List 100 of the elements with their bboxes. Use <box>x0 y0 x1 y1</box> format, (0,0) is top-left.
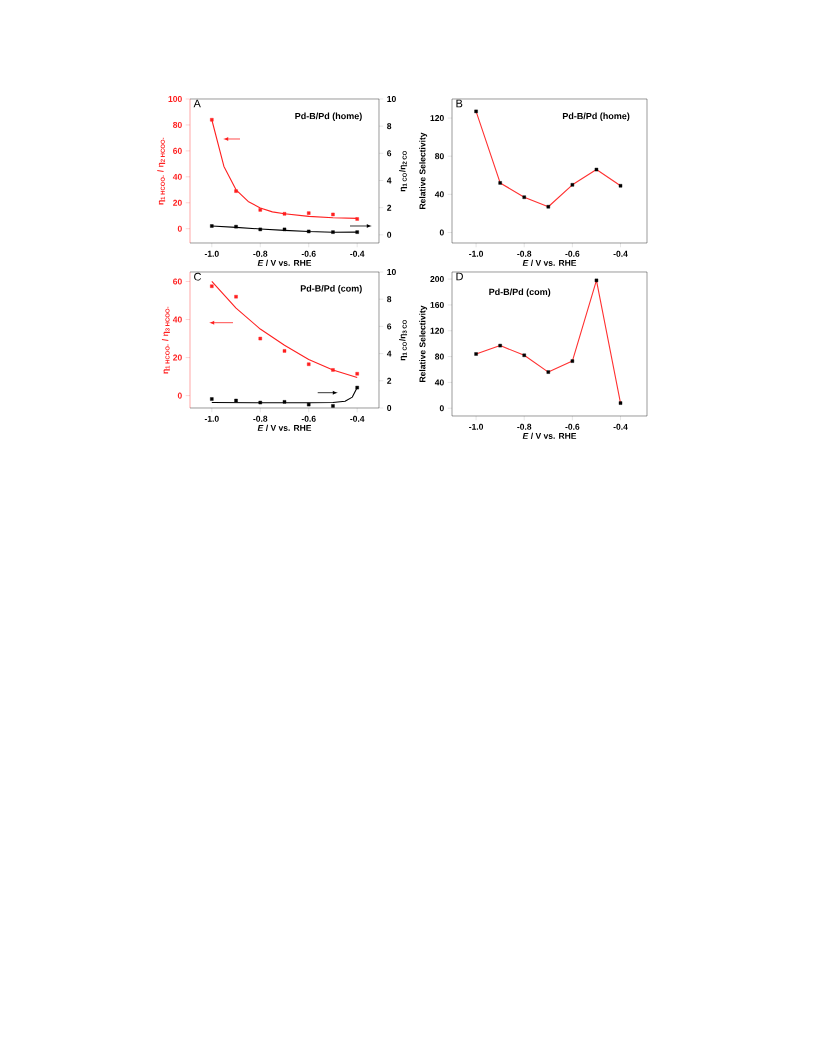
x-tick-label: -1.0 <box>469 250 484 257</box>
y-tick-label: 20 <box>173 354 182 361</box>
y-axis-title: Relative Selectivity <box>419 305 428 382</box>
point <box>474 352 478 356</box>
point <box>331 404 335 408</box>
point <box>234 224 238 229</box>
point <box>331 212 335 217</box>
point <box>307 211 311 215</box>
point <box>546 205 550 209</box>
point <box>307 402 311 407</box>
point <box>307 229 311 234</box>
x-tick-label: -0.6 <box>301 250 316 257</box>
y-tick-label: 200 <box>430 276 444 283</box>
annotation: D <box>456 272 463 281</box>
x-axis-title: E / V vs. RHE <box>257 424 312 432</box>
point <box>210 397 214 401</box>
point <box>570 183 575 187</box>
annotation: A <box>193 99 201 108</box>
y-axis-title: η$_{1 HCOO-}$ / η$_{2 HCOO-}$ <box>157 137 166 205</box>
point <box>546 370 550 374</box>
x-tick-label: -0.4 <box>613 423 628 430</box>
y2-tick-label: 10 <box>387 268 396 275</box>
point <box>210 118 214 122</box>
point <box>331 368 335 372</box>
x-tick-label: -0.4 <box>350 250 365 257</box>
y2-tick-label: 8 <box>387 296 392 303</box>
y-tick-label: 0 <box>177 225 182 232</box>
point <box>258 208 262 212</box>
point <box>618 401 623 405</box>
point <box>234 295 238 299</box>
y2-tick-label: 6 <box>387 323 392 330</box>
y-tick-label: 40 <box>434 191 444 198</box>
text: Pd-B/Pd (home) <box>562 112 630 121</box>
y-tick-label: 60 <box>173 278 182 285</box>
y-tick-label: 40 <box>172 173 182 180</box>
y-tick-label: 160 <box>430 301 444 308</box>
y-tick-label: 60 <box>173 147 182 154</box>
y-tick-label: 120 <box>430 327 444 334</box>
y-tick-label: 40 <box>434 379 444 386</box>
point <box>498 181 502 185</box>
point <box>307 362 311 366</box>
y2-tick-label: 2 <box>387 204 392 211</box>
point <box>355 385 359 390</box>
point <box>210 284 214 288</box>
point <box>282 227 287 232</box>
y-tick-label: 80 <box>435 353 444 360</box>
point <box>618 184 623 188</box>
point <box>355 372 359 376</box>
y-tick-label: 100 <box>168 95 182 102</box>
point <box>210 224 214 228</box>
y-axis-title: Relative Selectivity <box>419 132 428 209</box>
x-axis-title: E / V vs. RHE <box>522 259 577 266</box>
annotation: C <box>194 272 202 281</box>
x-tick-label: -1.0 <box>204 415 219 422</box>
y-tick-label: 0 <box>439 405 444 412</box>
text: Pd-B/Pd (home) <box>295 112 362 121</box>
point <box>594 167 599 172</box>
x-tick-label: -0.6 <box>565 423 580 430</box>
x-tick-label: -0.4 <box>350 415 365 422</box>
x-axis-title: E / V vs. RHE <box>522 432 577 440</box>
point <box>234 189 238 193</box>
point <box>258 227 262 232</box>
y2-tick-label: 0 <box>387 231 392 238</box>
x-tick-label: -0.8 <box>517 250 532 257</box>
x-tick-label: -1.0 <box>469 423 484 430</box>
x-tick-label: -0.8 <box>253 415 268 422</box>
x-tick-label: -0.4 <box>613 250 628 257</box>
x-axis-title: E / V vs. RHE <box>257 259 312 266</box>
point <box>234 398 238 403</box>
point <box>522 353 526 357</box>
text: Pd-B/Pd (com) <box>489 288 551 297</box>
point <box>355 230 359 234</box>
y2-tick-label: 2 <box>387 377 392 384</box>
x-tick-label: -0.6 <box>565 250 580 257</box>
point <box>258 336 262 341</box>
x-tick-label: -0.8 <box>517 423 532 430</box>
point <box>258 400 262 405</box>
y-tick-label: 20 <box>173 199 182 206</box>
annotation: B <box>456 99 463 108</box>
y-tick-label: 0 <box>177 392 182 399</box>
x-tick-label: -0.6 <box>301 415 316 422</box>
point <box>498 343 502 348</box>
point <box>355 217 359 221</box>
y-tick-label: 0 <box>439 229 444 236</box>
y2-tick-label: 4 <box>386 350 392 357</box>
point <box>594 278 599 283</box>
y2-tick-label: 10 <box>387 95 396 102</box>
y2-tick-label: 8 <box>387 123 392 130</box>
y-tick-label: 80 <box>435 153 444 160</box>
point <box>331 230 335 234</box>
point <box>474 109 478 114</box>
point <box>282 212 287 216</box>
y2-axis-title: η$_{1 CO}$/η$_{3 CO}$ <box>399 319 408 361</box>
y2-axis-title: η$_{1 CO}$/η$_{2 CO}$ <box>399 150 408 192</box>
point <box>570 359 575 363</box>
y2-tick-label: 0 <box>387 404 392 411</box>
x-tick-label: -1.0 <box>204 250 219 257</box>
y-tick-label: 40 <box>172 316 182 323</box>
text: Pd-B/Pd (com) <box>300 285 362 294</box>
y2-tick-label: 6 <box>387 150 392 157</box>
